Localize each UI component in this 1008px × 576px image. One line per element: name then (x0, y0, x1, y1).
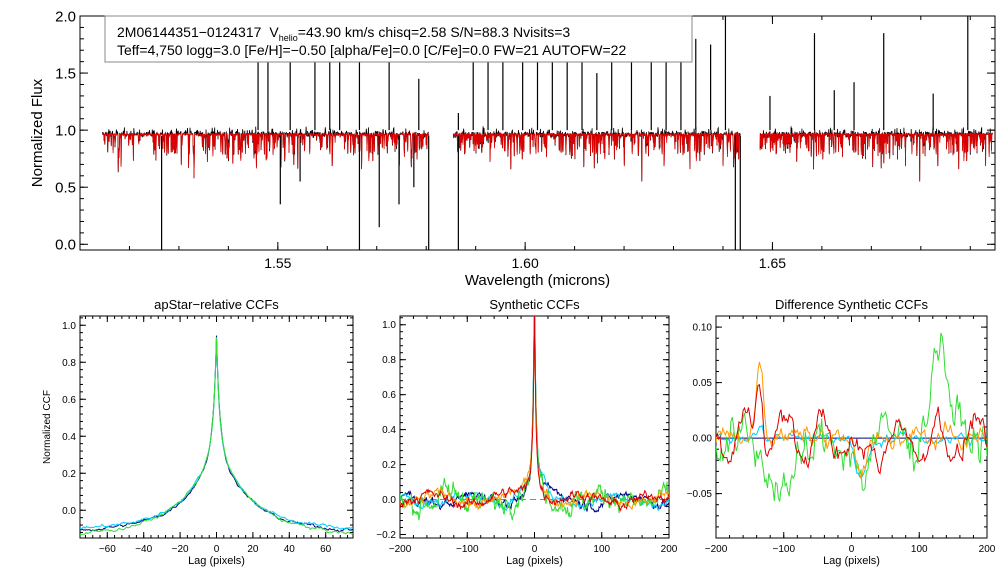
spectrum-ytick-label: 1.5 (55, 65, 76, 82)
ccf_apstar-ytick-label: 0.8 (62, 358, 76, 369)
ccf_difference-xtick-label: 200 (979, 544, 996, 555)
ccf_apstar-xtick-label: −60 (99, 544, 116, 555)
model-spectrum-line (759, 131, 993, 182)
ccf_synthetic-ytick-label: −0.2 (376, 530, 396, 541)
spectrum-ytick-label: 0.5 (55, 179, 76, 196)
info-box: 2M06144351−0124317 Vhelio=43.90 km/s chis… (104, 15, 693, 63)
synthetic-ccf-line-model (400, 316, 669, 512)
ccf_apstar-xtick-label: 40 (284, 544, 296, 555)
ccf_synthetic-ytick-label: 0.8 (382, 355, 396, 366)
ccf_apstar-ytick-label: 1.0 (62, 321, 76, 332)
spectrum-ytick-label: 2.0 (55, 8, 76, 25)
spectrum-xtick-label: 1.60 (512, 255, 539, 271)
ccf_apstar-xtick-label: −40 (135, 544, 152, 555)
ccf_apstar-xlabel: Lag (pixels) (188, 555, 245, 567)
ccf_apstar-ytick-label: 0.2 (62, 469, 76, 480)
ccf_difference-title: Difference Synthetic CCFs (775, 297, 928, 312)
info-line-2: Teff=4,750 logg=3.0 [Fe/H]=−0.50 [alpha/… (117, 42, 626, 58)
ccf_apstar-xtick-label: 20 (247, 544, 259, 555)
spectrum-xtick-label: 1.65 (759, 255, 786, 271)
synthetic-ccf-panel: −200 −100 0 100 200 −0.2 0.0 0.2 0.4 0.6 0.8 1.0 Syn… (376, 297, 678, 567)
ccf_apstar-xtick-label: −20 (172, 544, 189, 555)
ccf_synthetic-xtick-label: −200 (389, 544, 412, 555)
ccf-line-visit-1 (80, 335, 353, 533)
ccf_synthetic-ytick-label: 0.2 (382, 460, 396, 471)
ccf_apstar-xtick-label: 0 (214, 544, 220, 555)
ccf_difference-ytick-label: 0.05 (693, 378, 713, 389)
ccf_difference-ytick-label: 0.00 (693, 434, 713, 445)
vhelio-subscript: helio (279, 33, 298, 43)
ccf_synthetic-ytick-label: 0.6 (382, 390, 396, 401)
ccf_synthetic-ytick-label: 0.4 (382, 425, 396, 436)
difference-line-visit-2 (716, 424, 987, 479)
ccf_apstar-ytick-label: 0.0 (62, 506, 76, 517)
ccf_apstar-ytick-label: 0.6 (62, 395, 76, 406)
difference-line-model (716, 383, 987, 475)
ccf_synthetic-xlabel: Lag (pixels) (506, 555, 563, 567)
spectrum-ytick-label: 0.0 (55, 237, 76, 254)
star-id: 2M06144351−0124317 (117, 24, 262, 40)
ccf_difference-ytick-label: −0.05 (687, 489, 713, 500)
vhelio-label: V (269, 24, 279, 40)
spectrum-xlabel: Wavelength (microns) (465, 272, 610, 289)
ccf_difference-xtick-label: 0 (849, 544, 855, 555)
ccf_difference-xlabel: Lag (pixels) (823, 555, 880, 567)
synthetic-ccf-line-visit-1 (400, 316, 669, 513)
spectrum-ytick-label: 1.0 (55, 122, 76, 139)
apstar-ccf-panel: −60 −40 −20 0 20 40 60 0.0 0.2 0.4 0.6 0.8 1.0 apStar… (42, 297, 354, 567)
ccf_difference-xtick-label: 100 (911, 544, 928, 555)
ccf_difference-xtick-label: −200 (705, 544, 728, 555)
model-spectrum-line (453, 131, 741, 182)
ccf_synthetic-xtick-label: −100 (456, 544, 479, 555)
ccf-line-visit-2 (80, 337, 353, 530)
ccf_synthetic-title: Synthetic CCFs (489, 297, 580, 312)
ccf_synthetic-ytick-label: 1.0 (382, 320, 396, 331)
ccf_apstar-ylabel: Normalized CCF (42, 390, 53, 464)
ccf_apstar-title: apStar−relative CCFs (154, 297, 279, 312)
model-spectrum-line (101, 131, 430, 178)
ccf_difference-ytick-label: 0.10 (693, 323, 713, 334)
difference-ccf-panel: −200 −100 0 100 200 −0.05 0.00 0.05 0.10 Differen… (687, 297, 996, 567)
info-box-frame (104, 15, 693, 63)
ccf_apstar-xtick-label: 60 (320, 544, 332, 555)
ccf_synthetic-xtick-label: 200 (661, 544, 678, 555)
ccf_difference-xtick-label: −100 (772, 544, 795, 555)
synthetic-ccf-line-visit-3 (400, 316, 669, 521)
vhelio-stats: =43.90 km/s chisq=2.58 S/N=88.3 Nvisits=… (298, 24, 571, 40)
difference-line-visit-3 (716, 332, 987, 502)
ccf_apstar-ytick-label: 0.4 (62, 432, 76, 443)
spectrum-ylabel: Normalized Flux (29, 78, 46, 187)
ccf_synthetic-xtick-label: 0 (532, 544, 538, 555)
spectrum-xtick-label: 1.55 (264, 255, 291, 271)
ccf-line-visit-3 (80, 337, 353, 536)
info-line-1: 2M06144351−0124317 Vhelio=43.90 km/s chis… (117, 24, 570, 43)
ccf_synthetic-xtick-label: 100 (593, 544, 610, 555)
ccf_synthetic-ytick-label: 0.0 (382, 495, 396, 506)
